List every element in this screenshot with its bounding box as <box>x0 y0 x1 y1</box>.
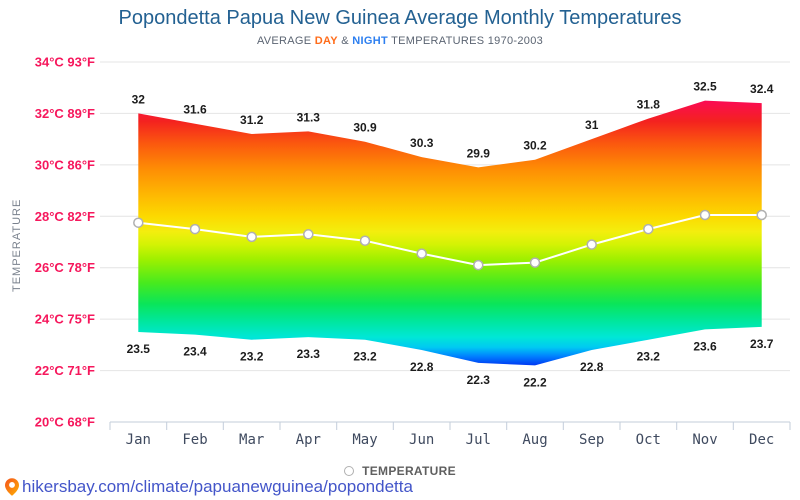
y-tick-label: 32°C 89°F <box>35 106 95 121</box>
y-tick-label: 34°C 93°F <box>35 55 95 70</box>
y-tick-label: 22°C 71°F <box>35 363 95 378</box>
day-value-label: 30.2 <box>523 139 547 153</box>
month-label: Jun <box>409 432 434 448</box>
month-label: May <box>352 432 377 448</box>
month-label: Jan <box>126 432 151 448</box>
avg-point-marker[interactable] <box>189 223 201 235</box>
avg-point-marker[interactable] <box>246 231 257 243</box>
chart-legend[interactable]: TEMPERATURE <box>0 464 800 478</box>
y-tick-label: 26°C 78°F <box>35 260 95 275</box>
month-label: Nov <box>692 432 717 448</box>
avg-point-marker[interactable] <box>473 259 484 271</box>
day-value-label: 31.8 <box>637 98 661 112</box>
location-pin-icon <box>5 478 19 496</box>
x-axis-labels: Jan Feb Mar Apr May Jun Jul Aug Sep Oct Nov Dec <box>126 432 775 448</box>
footer: hikersbay.com/climate/papuanewguinea/pop… <box>5 477 413 497</box>
night-value-label: 23.7 <box>750 337 774 351</box>
legend-circle-icon <box>344 466 355 476</box>
avg-point-marker[interactable] <box>359 235 371 246</box>
average-temperature-line <box>138 214 762 267</box>
subtitle-ampersand: & <box>337 35 353 47</box>
average-temperature-markers <box>133 209 767 271</box>
day-value-label: 32.4 <box>750 82 774 96</box>
day-value-label: 29.9 <box>467 146 491 160</box>
y-tick-label: 20°C 68°F <box>35 415 95 430</box>
avg-point-marker[interactable] <box>756 209 767 221</box>
temperature-area[interactable] <box>138 100 762 366</box>
day-value-label: 31.3 <box>297 110 321 124</box>
night-value-label: 23.6 <box>693 339 717 353</box>
day-value-labels: 32 31.6 31.2 31.3 30.9 30.3 29.9 30.2 31 31.8 32.5… <box>132 80 774 161</box>
month-label: Apr <box>296 432 321 448</box>
night-value-label: 23.2 <box>353 350 377 364</box>
night-value-label: 23.2 <box>240 350 264 364</box>
night-value-label: 22.3 <box>467 373 491 387</box>
month-label: Sep <box>579 432 604 448</box>
night-value-label: 22.8 <box>410 360 434 374</box>
night-value-label: 23.4 <box>183 345 207 359</box>
subtitle-night-label: NIGHT <box>352 35 388 47</box>
avg-point-marker[interactable] <box>643 223 654 235</box>
night-value-label: 23.3 <box>297 347 321 361</box>
avg-point-marker[interactable] <box>699 209 711 221</box>
month-label: Aug <box>522 432 547 448</box>
night-value-labels: 23.5 23.4 23.2 23.3 23.2 22.8 22.3 22.2 22.8 23.2… <box>127 337 774 390</box>
page-title: Popondetta Papua New Guinea Average Mont… <box>118 7 682 29</box>
footer-url-link[interactable]: hikersbay.com/climate/papuanewguinea/pop… <box>22 477 413 496</box>
month-label: Feb <box>182 432 207 448</box>
day-value-label: 31.2 <box>240 113 264 127</box>
avg-point-marker[interactable] <box>586 239 597 250</box>
night-value-label: 22.2 <box>523 375 547 389</box>
y-axis-labels: 34°C 93°F 32°C 89°F 30°C 86°F 28°C 82°F 26°C… <box>35 55 95 430</box>
night-value-label: 22.8 <box>580 360 604 374</box>
avg-point-marker[interactable] <box>303 229 314 240</box>
day-value-label: 32.5 <box>693 80 717 94</box>
chart-subtitle: AVERAGE DAY & NIGHT TEMPERATURES 1970-20… <box>0 35 800 47</box>
avg-point-marker[interactable] <box>529 257 541 268</box>
x-axis <box>109 421 791 430</box>
night-value-label: 23.5 <box>127 342 151 356</box>
month-label: Mar <box>239 432 264 448</box>
avg-point-marker[interactable] <box>416 248 427 259</box>
month-label: Oct <box>636 432 661 448</box>
avg-point-marker[interactable] <box>133 217 144 228</box>
subtitle-suffix: TEMPERATURES 1970-2003 <box>387 35 544 47</box>
subtitle-day-label: DAY <box>314 35 338 47</box>
day-value-label: 30.3 <box>410 136 434 150</box>
month-label: Jul <box>466 432 491 448</box>
day-value-label: 30.9 <box>353 121 377 135</box>
y-tick-label: 30°C 86°F <box>35 157 95 172</box>
y-tick-label: 28°C 82°F <box>35 209 95 224</box>
day-value-label: 31.6 <box>183 103 207 117</box>
y-tick-label: 24°C 75°F <box>35 312 95 327</box>
night-value-label: 23.2 <box>637 350 661 364</box>
day-value-label: 32 <box>132 92 146 106</box>
month-label: Dec <box>749 432 774 448</box>
legend-label: TEMPERATURE <box>362 464 456 478</box>
subtitle-prefix: AVERAGE <box>256 35 315 47</box>
day-value-label: 31 <box>585 118 599 132</box>
